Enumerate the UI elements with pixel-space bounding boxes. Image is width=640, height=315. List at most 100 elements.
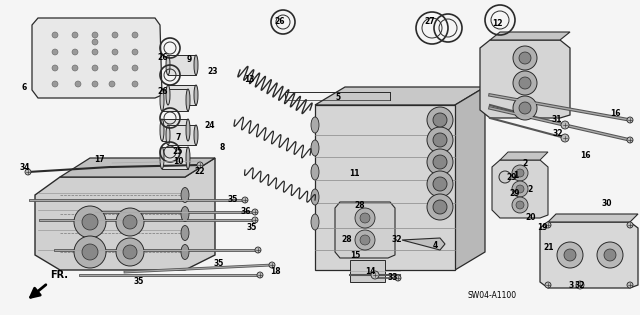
- Circle shape: [52, 49, 58, 55]
- Polygon shape: [500, 152, 548, 160]
- Text: 8: 8: [220, 144, 225, 152]
- Circle shape: [52, 32, 58, 38]
- Circle shape: [197, 162, 203, 168]
- Text: 19: 19: [537, 224, 547, 232]
- Circle shape: [82, 214, 98, 230]
- Ellipse shape: [160, 119, 164, 141]
- Circle shape: [109, 81, 115, 87]
- Ellipse shape: [311, 189, 319, 205]
- Text: 5: 5: [335, 93, 340, 101]
- Text: 11: 11: [349, 169, 359, 179]
- Circle shape: [360, 235, 370, 245]
- Circle shape: [427, 107, 453, 133]
- Circle shape: [561, 121, 569, 129]
- Text: 13: 13: [244, 76, 254, 84]
- Text: 34: 34: [20, 163, 30, 171]
- Text: 15: 15: [350, 250, 360, 260]
- Circle shape: [564, 249, 576, 261]
- Text: 22: 22: [195, 168, 205, 176]
- Ellipse shape: [186, 119, 190, 141]
- Polygon shape: [548, 214, 638, 222]
- Ellipse shape: [194, 85, 198, 105]
- Text: 20: 20: [525, 214, 536, 222]
- Circle shape: [512, 165, 528, 181]
- Circle shape: [123, 215, 137, 229]
- Circle shape: [627, 282, 633, 288]
- Ellipse shape: [181, 226, 189, 240]
- Circle shape: [116, 208, 144, 236]
- Circle shape: [433, 133, 447, 147]
- Circle shape: [355, 230, 375, 250]
- Text: 33: 33: [388, 273, 398, 283]
- Circle shape: [52, 81, 58, 87]
- Circle shape: [82, 244, 98, 260]
- Circle shape: [25, 169, 31, 175]
- Circle shape: [516, 185, 524, 193]
- Circle shape: [427, 127, 453, 153]
- Circle shape: [255, 247, 261, 253]
- Text: 17: 17: [93, 156, 104, 164]
- Circle shape: [512, 197, 528, 213]
- Bar: [168, 55, 196, 75]
- Circle shape: [132, 81, 138, 87]
- Text: 27: 27: [425, 18, 435, 26]
- Circle shape: [433, 177, 447, 191]
- Circle shape: [371, 271, 379, 279]
- Ellipse shape: [166, 125, 170, 145]
- Ellipse shape: [160, 147, 164, 169]
- Circle shape: [355, 208, 375, 228]
- Circle shape: [513, 96, 537, 120]
- Text: 25: 25: [173, 147, 183, 157]
- Text: SW04-A1100: SW04-A1100: [468, 291, 517, 301]
- Circle shape: [72, 32, 78, 38]
- Text: 21: 21: [544, 243, 554, 253]
- Text: 28: 28: [342, 236, 352, 244]
- Text: 32: 32: [553, 129, 563, 138]
- Text: 29: 29: [507, 173, 517, 181]
- Circle shape: [512, 181, 528, 197]
- Bar: [162, 119, 188, 141]
- Circle shape: [92, 49, 98, 55]
- Circle shape: [627, 222, 633, 228]
- Text: 35: 35: [214, 260, 224, 268]
- Bar: [315, 105, 455, 270]
- Text: 26: 26: [275, 18, 285, 26]
- Circle shape: [257, 272, 263, 278]
- Text: 2: 2: [522, 158, 527, 168]
- Text: 4: 4: [433, 240, 438, 249]
- Circle shape: [92, 32, 98, 38]
- Bar: [350, 260, 385, 282]
- Circle shape: [52, 65, 58, 71]
- Text: 16: 16: [610, 108, 620, 117]
- Circle shape: [132, 32, 138, 38]
- Circle shape: [513, 46, 537, 70]
- Circle shape: [627, 137, 633, 143]
- Circle shape: [395, 275, 401, 281]
- Circle shape: [360, 213, 370, 223]
- Polygon shape: [455, 87, 485, 270]
- Circle shape: [112, 32, 118, 38]
- Polygon shape: [480, 40, 570, 118]
- Ellipse shape: [181, 187, 189, 203]
- Circle shape: [74, 236, 106, 268]
- Text: 23: 23: [208, 67, 218, 77]
- Text: 30: 30: [602, 198, 612, 208]
- Polygon shape: [35, 158, 215, 270]
- Circle shape: [519, 52, 531, 64]
- Circle shape: [545, 282, 551, 288]
- Text: 2: 2: [527, 186, 532, 194]
- Text: 3: 3: [568, 280, 573, 289]
- Text: 26: 26: [157, 88, 168, 96]
- Text: FR.: FR.: [50, 270, 68, 280]
- Circle shape: [427, 194, 453, 220]
- Circle shape: [72, 65, 78, 71]
- Circle shape: [92, 39, 98, 45]
- Text: 32: 32: [392, 236, 403, 244]
- Circle shape: [597, 242, 623, 268]
- Ellipse shape: [166, 55, 170, 75]
- Circle shape: [557, 242, 583, 268]
- Text: 29: 29: [509, 188, 520, 198]
- Text: 10: 10: [173, 158, 183, 167]
- Circle shape: [242, 197, 248, 203]
- Ellipse shape: [181, 207, 189, 221]
